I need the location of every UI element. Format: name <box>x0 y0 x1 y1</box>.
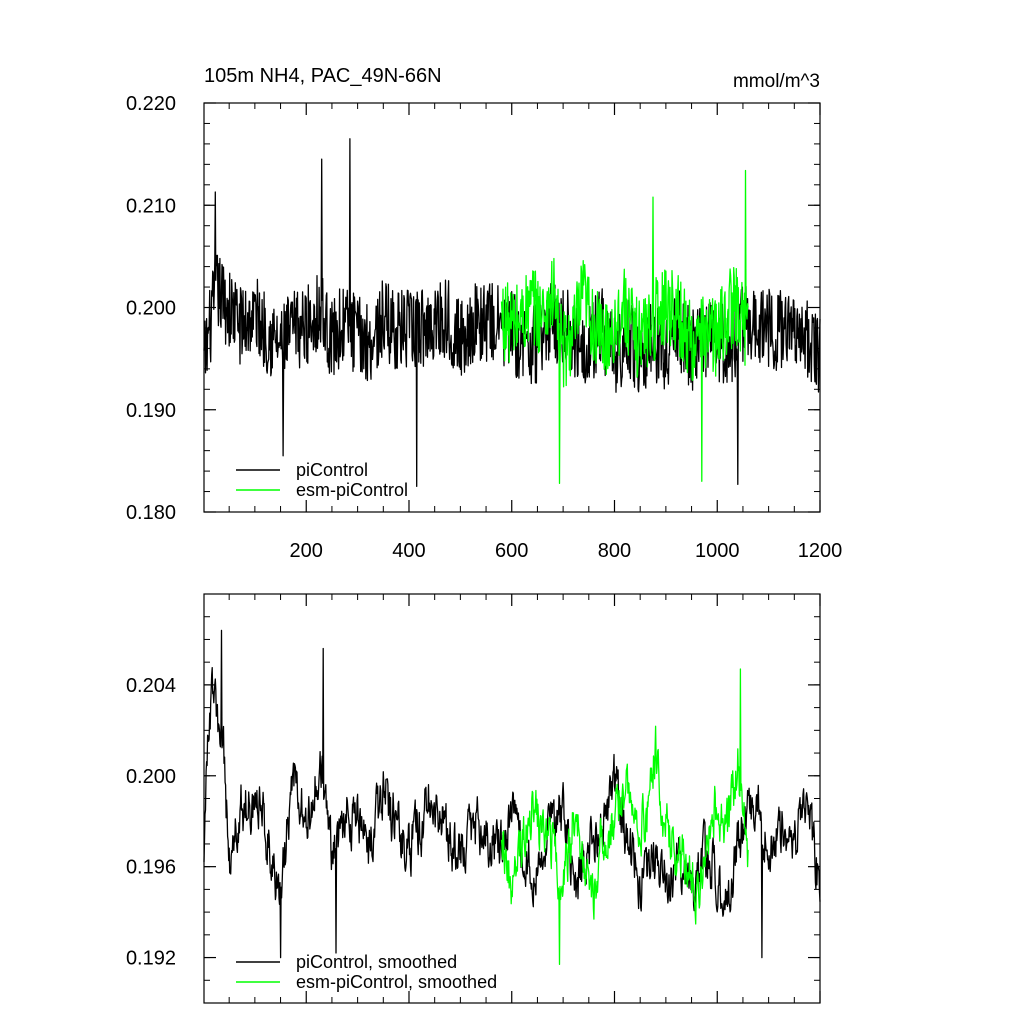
bottom-legend: piControl, smoothed esm-piControl, smoot… <box>236 952 497 992</box>
legend-label-esm-picontrol: esm-piControl <box>296 480 408 500</box>
y-tick-label: 0.220 <box>126 93 176 115</box>
top-legend: piControl esm-piControl <box>236 460 408 500</box>
top-x-axis: 200 400 600 800 1000 1200 <box>228 103 843 562</box>
series-line-picontrol <box>203 629 821 959</box>
y-tick-label: 0.200 <box>126 766 176 788</box>
y-tick-label: 0.210 <box>126 195 176 217</box>
top-y-axis: 0.180 0.190 0.200 0.210 0.220 <box>126 93 820 524</box>
y-tick-label: 0.196 <box>126 857 176 879</box>
legend-label-picontrol-smoothed: piControl, smoothed <box>296 952 457 972</box>
top-panel: 105m NH4, PAC_49N-66N mmol/m^3 0.180 0.19… <box>126 65 842 562</box>
bottom-panel: 0.192 0.196 0.200 0.204 piControl, smoothed… <box>126 593 821 1004</box>
legend-label-esm-picontrol-smoothed: esm-piControl, smoothed <box>296 972 497 992</box>
bottom-plot-frame <box>203 593 821 1004</box>
top-plot-frame <box>203 102 821 513</box>
top-series <box>203 138 821 488</box>
x-tick-label: 600 <box>495 540 528 562</box>
y-tick-label: 0.200 <box>126 298 176 320</box>
x-tick-label: 800 <box>598 540 631 562</box>
top-units: mmol/m^3 <box>733 71 820 92</box>
y-tick-label: 0.190 <box>126 400 176 422</box>
x-tick-label: 400 <box>392 540 425 562</box>
bottom-series <box>203 629 821 966</box>
legend-label-picontrol: piControl <box>296 460 368 480</box>
x-tick-label: 1000 <box>695 540 740 562</box>
x-tick-label: 200 <box>290 540 323 562</box>
y-tick-label: 0.204 <box>126 675 176 697</box>
x-tick-label: 1200 <box>798 540 843 562</box>
top-title: 105m NH4, PAC_49N-66N <box>204 65 442 87</box>
y-tick-label: 0.192 <box>126 948 176 970</box>
series-line-esm-picontrol <box>500 169 749 485</box>
bottom-x-axis <box>228 594 821 1003</box>
series-line-esm-picontrol <box>500 668 749 966</box>
y-tick-label: 0.180 <box>126 502 176 524</box>
